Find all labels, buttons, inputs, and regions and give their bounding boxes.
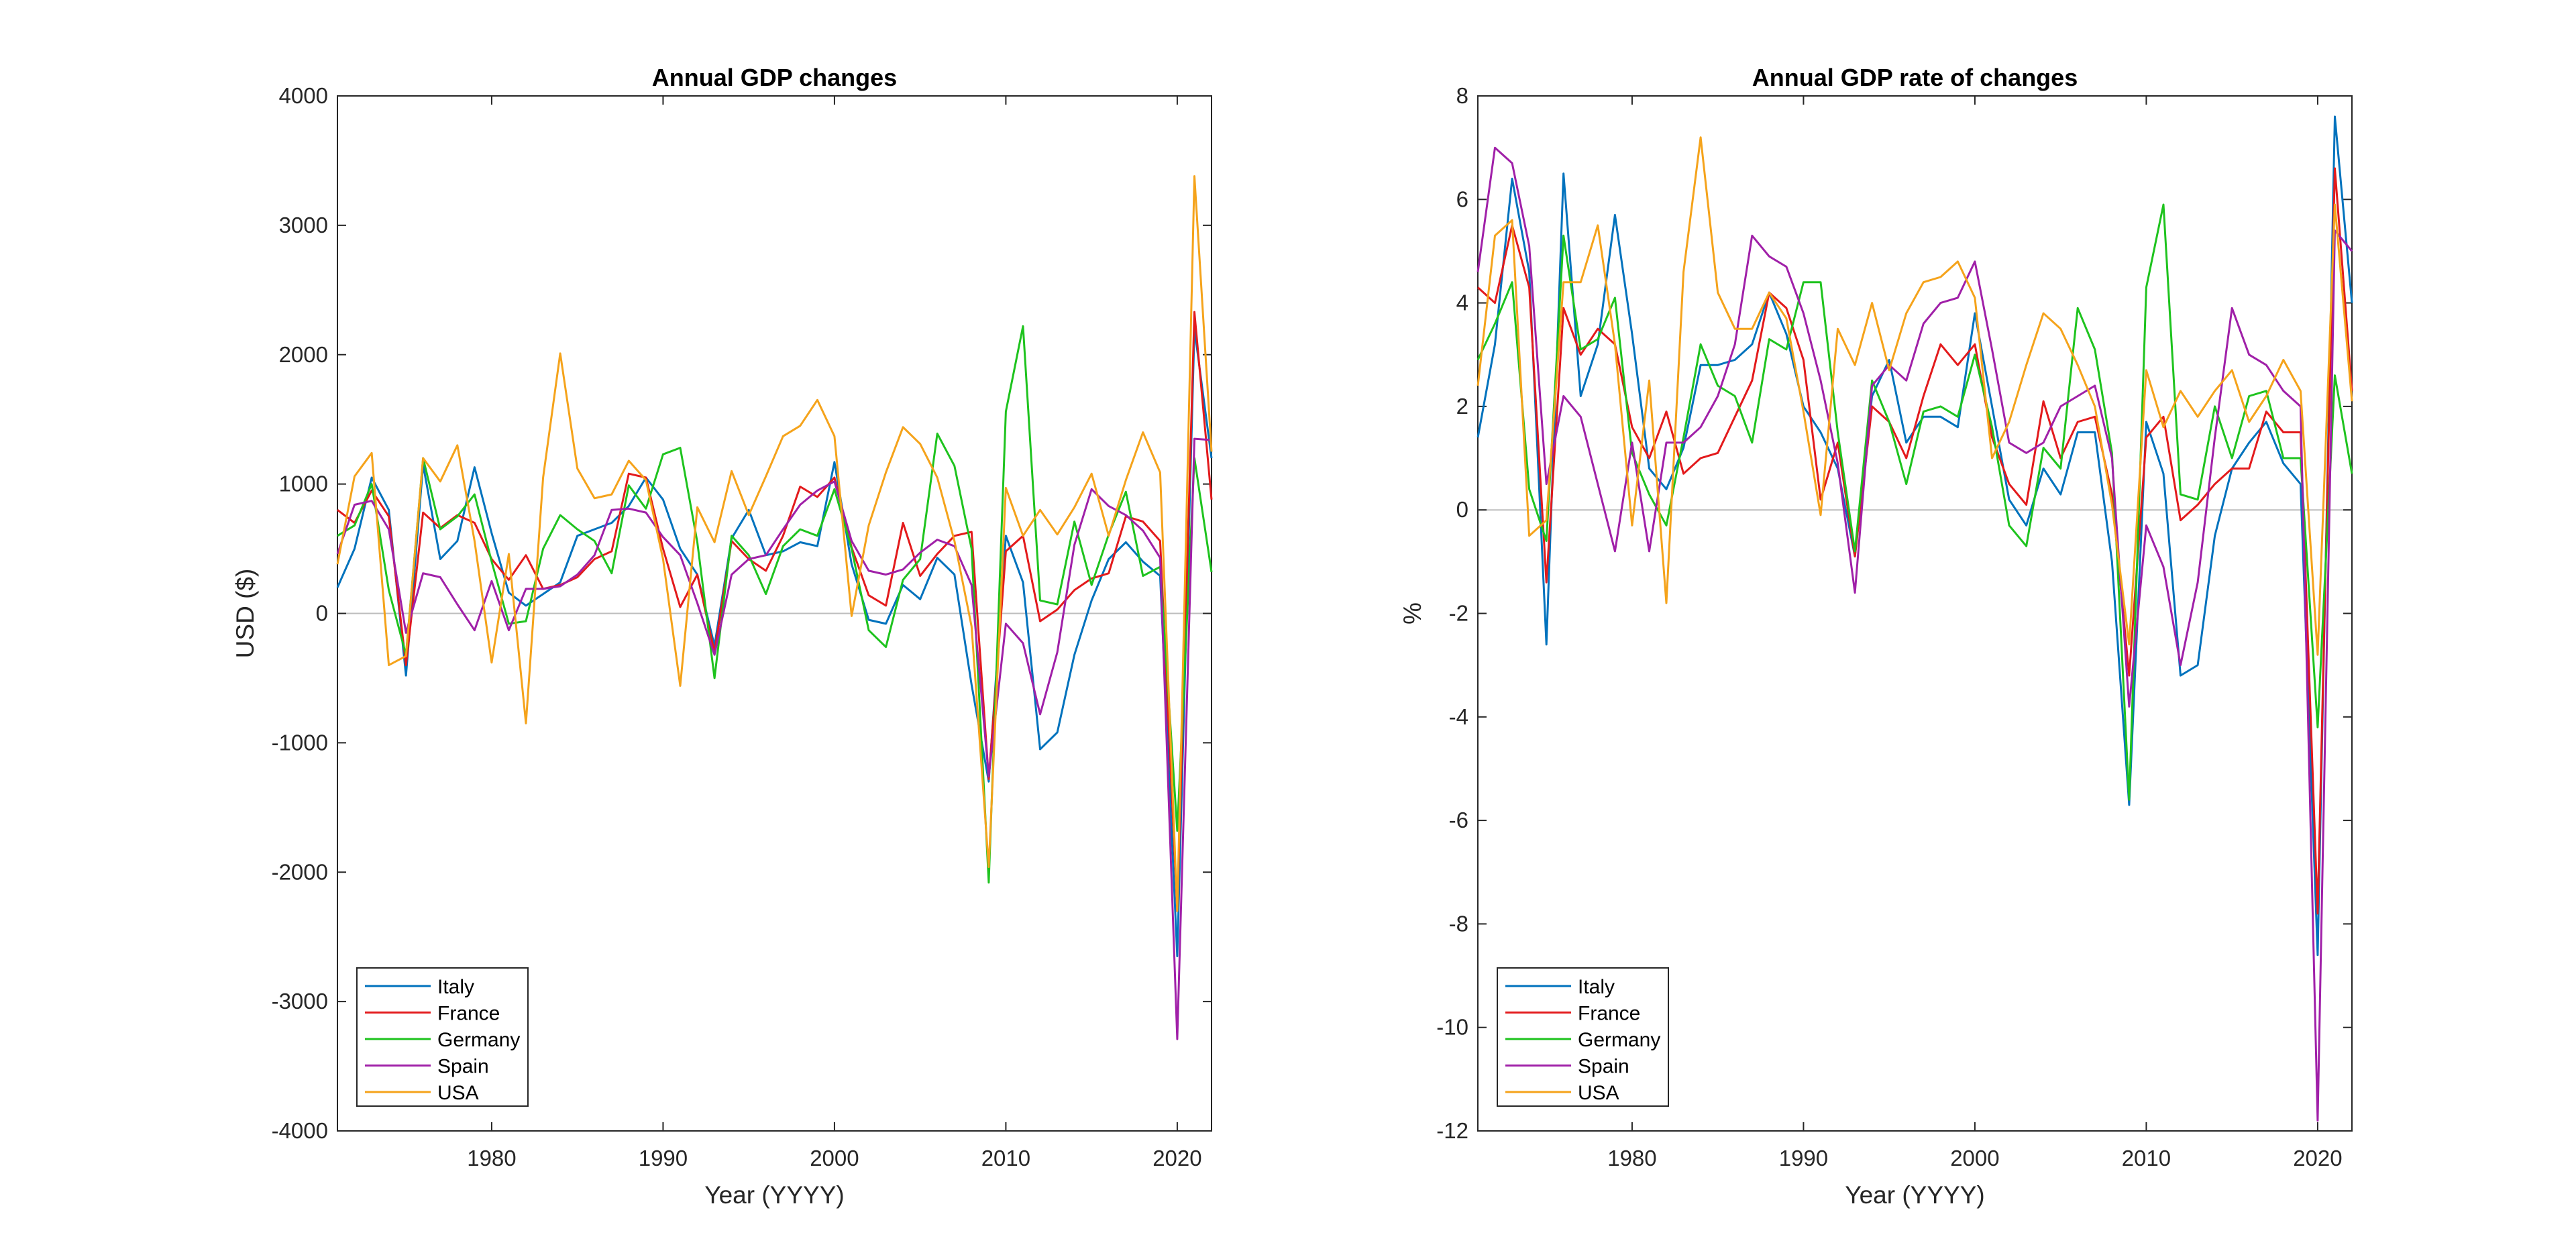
y-tick-label: 3000 [279, 213, 328, 237]
x-tick-label: 1980 [467, 1146, 516, 1170]
y-tick-label: -1000 [272, 730, 328, 755]
series-line-germany [337, 325, 1213, 884]
x-tick-label: 1980 [1607, 1146, 1656, 1170]
y-tick-label: -2 [1449, 601, 1468, 626]
x-tick-label: 2000 [810, 1146, 859, 1170]
legend-label-usa: USA [1578, 1082, 1619, 1104]
legend: Italy France Germany Spain USA [356, 967, 529, 1107]
y-tick-label: -6 [1449, 808, 1468, 832]
series-line-usa [1477, 136, 2353, 656]
y-tick-label: 2 [1456, 394, 1468, 419]
y-axis-label: % [1399, 602, 1426, 624]
legend-label-france: France [1578, 1003, 1640, 1025]
x-tick-label: 2020 [2293, 1146, 2342, 1170]
legend-label-italy: Italy [437, 976, 474, 998]
x-axis-label: Year (YYYY) [1845, 1181, 1984, 1209]
series-line-france [1477, 167, 2353, 915]
legend-label-germany: Germany [437, 1029, 520, 1051]
legend-label-spain: Spain [437, 1056, 489, 1078]
legend-label-germany: Germany [1578, 1029, 1660, 1051]
legend-box [1497, 967, 1669, 1107]
y-tick-label: -2000 [272, 859, 328, 884]
y-tick-label: 8 [1456, 83, 1468, 108]
chart-title: Annual GDP changes [652, 64, 897, 91]
legend-label-france: France [437, 1003, 500, 1025]
y-tick-label: 1000 [279, 472, 328, 496]
series-line-spain [1477, 146, 2353, 1122]
x-axis-label: Year (YYYY) [704, 1181, 844, 1209]
y-tick-label: -8 [1449, 911, 1468, 936]
legend-label-italy: Italy [1578, 976, 1615, 998]
legend-label-usa: USA [437, 1082, 479, 1104]
y-tick-label: -4000 [272, 1118, 328, 1143]
legend-label-spain: Spain [1578, 1056, 1629, 1078]
y-axis-label: USD ($) [231, 569, 259, 659]
y-tick-label: 0 [1456, 497, 1468, 522]
chart-title: Annual GDP rate of changes [1752, 64, 2078, 91]
y-tick-label: 0 [316, 601, 328, 626]
legend-box [356, 967, 529, 1107]
y-tick-label: -12 [1436, 1118, 1468, 1143]
x-tick-label: 1990 [1779, 1146, 1828, 1170]
series-line-usa [336, 175, 1213, 912]
y-tick-label: 2000 [279, 342, 328, 367]
chart-annual-gdp-rate-of-changes: 1980 1990 2000 2010 2020 -12 -10 -8 -6 -4 -2 0 2 4 6 8 A… [1399, 64, 2353, 1209]
x-tick-label: 2020 [1152, 1146, 1201, 1170]
y-tick-label: -4 [1449, 704, 1468, 729]
x-tick-label: 1990 [639, 1146, 688, 1170]
y-tick-label: 4000 [279, 83, 328, 108]
x-tick-label: 2010 [2122, 1146, 2171, 1170]
y-tick-label: 4 [1456, 290, 1468, 315]
y-tick-label: -10 [1436, 1015, 1468, 1040]
chart-annual-gdp-changes: 1980 1990 2000 2010 2020 -4000 -3000 -2000 -1000… [231, 64, 1213, 1209]
series-line-germany [1477, 203, 2353, 801]
legend: Italy France Germany Spain USA [1497, 967, 1669, 1107]
y-tick-label: 6 [1456, 186, 1468, 211]
y-tick-label: -3000 [272, 989, 328, 1014]
x-tick-label: 2000 [1950, 1146, 1999, 1170]
x-tick-label: 2010 [981, 1146, 1030, 1170]
